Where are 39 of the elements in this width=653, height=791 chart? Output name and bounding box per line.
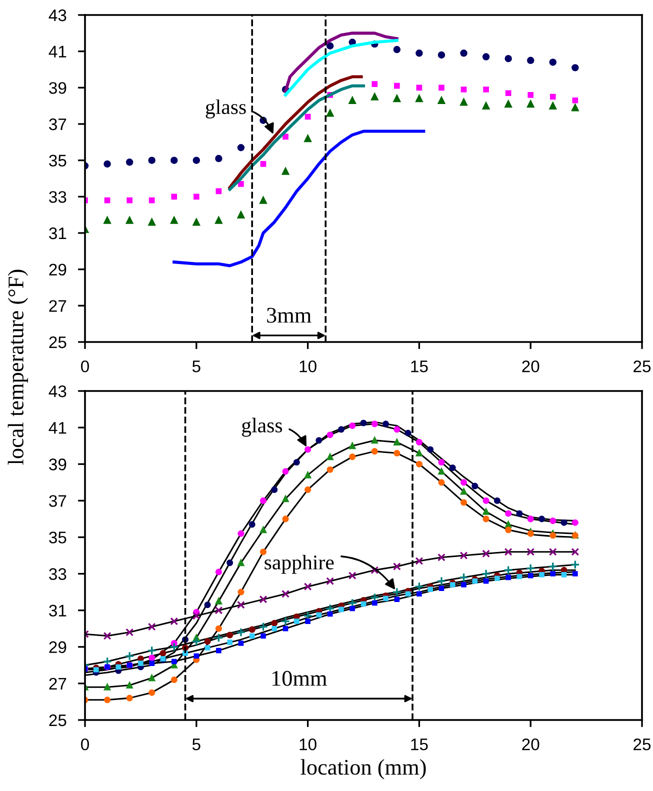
y-axis-title: local temperature (°F) <box>8 270 28 465</box>
y-tick-label: 27 <box>49 678 66 690</box>
x-tick-label: 15 <box>411 360 428 372</box>
y-tick-label: 27 <box>49 300 66 312</box>
y-tick-label: 31 <box>49 604 66 617</box>
x-tick-label: 10 <box>300 738 316 750</box>
y-tick-label: 41 <box>48 46 66 58</box>
y-tick-label: 43 <box>48 385 66 398</box>
y-tick-label: 41 <box>48 422 66 434</box>
y-tick-label: 33 <box>49 191 66 203</box>
x-tick-label: 5 <box>192 360 200 372</box>
y-tick-label: 37 <box>49 118 66 130</box>
x-tick-label: 5 <box>192 738 200 750</box>
y-tick-label: 33 <box>49 568 66 580</box>
x-tick-label: 20 <box>522 360 540 372</box>
annotation: 10mm <box>272 670 327 686</box>
y-tick-label: 35 <box>49 154 66 167</box>
y-tick-label: 43 <box>48 9 66 22</box>
x-tick-label: 0 <box>81 360 89 372</box>
x-tick-label: 10 <box>300 360 316 372</box>
annotation: glass <box>206 99 246 118</box>
y-tick-label: 25 <box>49 714 66 726</box>
x-tick-label: 25 <box>634 360 651 372</box>
x-tick-label: 0 <box>81 738 89 750</box>
y-tick-label: 39 <box>49 458 66 470</box>
annotation: glass <box>242 418 282 437</box>
y-tick-label: 39 <box>49 82 66 94</box>
y-tick-label: 25 <box>49 336 66 348</box>
x-axis-title: location (mm) <box>300 759 426 780</box>
y-tick-label: 29 <box>49 641 66 654</box>
y-tick-label: 31 <box>49 227 66 240</box>
y-tick-label: 29 <box>49 264 66 276</box>
annotation: sapphire <box>264 554 334 574</box>
y-tick-label: 37 <box>49 495 66 507</box>
annotation: 3mm <box>267 308 312 323</box>
x-tick-label: 20 <box>522 738 540 750</box>
x-tick-label: 15 <box>411 738 428 750</box>
x-tick-label: 25 <box>634 738 651 750</box>
y-tick-label: 35 <box>49 532 66 544</box>
